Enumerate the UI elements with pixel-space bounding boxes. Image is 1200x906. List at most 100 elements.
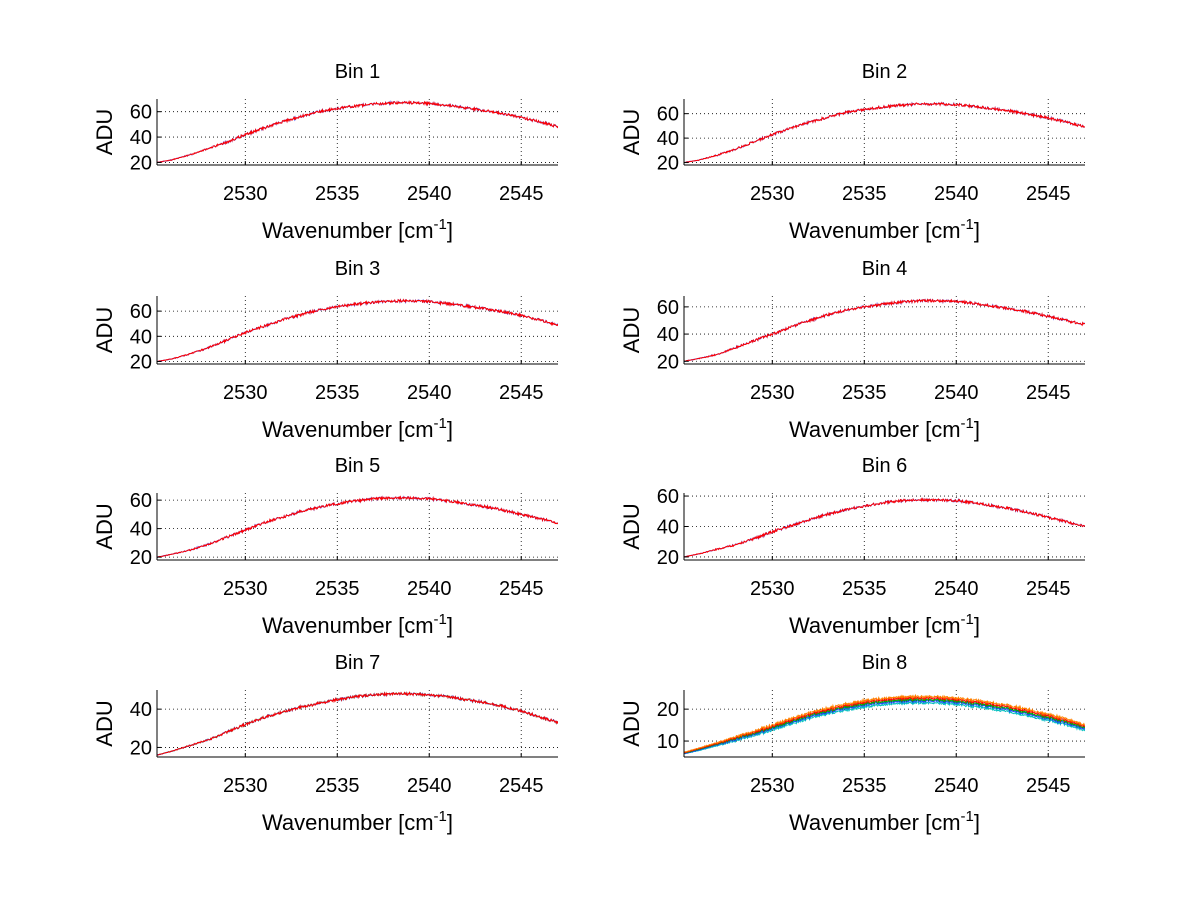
x-axis-label: Wavenumber [cm-1] — [789, 611, 980, 638]
y-tick-label: 40 — [130, 519, 152, 541]
y-tick-label: 40 — [657, 128, 679, 150]
x-tick-label: 2540 — [407, 183, 452, 205]
x-tick-label: 2540 — [407, 382, 452, 404]
x-tick-label: 2530 — [750, 578, 795, 600]
x-axis-label-text: Wavenumber [cm — [262, 810, 434, 835]
x-axis-label: Wavenumber [cm-1] — [789, 415, 980, 442]
y-tick-label: 40 — [130, 127, 152, 149]
x-axis-label-suffix: ] — [447, 417, 453, 442]
x-axis-label-text: Wavenumber [cm — [789, 218, 961, 243]
x-tick-label: 2545 — [499, 382, 544, 404]
x-axis-label-superscript: -1 — [961, 611, 974, 628]
x-axis-label-text: Wavenumber [cm — [789, 417, 961, 442]
x-axis-label-superscript: -1 — [434, 216, 447, 233]
x-axis-label-superscript: -1 — [434, 415, 447, 432]
series-line-green — [684, 697, 1085, 754]
series-line-red — [157, 298, 558, 363]
x-axis-label-superscript: -1 — [434, 808, 447, 825]
x-axis-label: Wavenumber [cm-1] — [789, 216, 980, 243]
subplot-title: Bin 2 — [862, 61, 908, 83]
series-line-red — [157, 495, 558, 558]
x-axis-label: Wavenumber [cm-1] — [262, 415, 453, 442]
x-axis-label-superscript: -1 — [961, 808, 974, 825]
y-tick-label: 20 — [657, 699, 679, 721]
y-axis-label: ADU — [619, 700, 644, 746]
series-line-blue — [157, 495, 558, 558]
subplot-title: Bin 8 — [862, 652, 908, 674]
x-axis-label-text: Wavenumber [cm — [262, 613, 434, 638]
x-tick-label: 2530 — [750, 775, 795, 797]
x-tick-label: 2530 — [223, 183, 268, 205]
subplot-title: Bin 4 — [862, 258, 908, 280]
x-axis-label-suffix: ] — [447, 613, 453, 638]
x-tick-label: 2530 — [223, 775, 268, 797]
y-tick-label: 60 — [130, 490, 152, 512]
x-tick-label: 2535 — [842, 578, 887, 600]
x-tick-label: 2540 — [407, 775, 452, 797]
y-tick-label: 20 — [130, 351, 152, 373]
series-group — [684, 298, 1085, 362]
x-tick-label: 2540 — [934, 382, 979, 404]
series-group — [157, 100, 558, 164]
x-tick-label: 2540 — [934, 578, 979, 600]
series-group — [684, 693, 1085, 755]
x-axis-label-text: Wavenumber [cm — [262, 218, 434, 243]
x-tick-label: 2545 — [1026, 382, 1071, 404]
y-tick-label: 20 — [130, 152, 152, 174]
y-axis-label: ADU — [92, 503, 117, 549]
x-axis-label-suffix: ] — [447, 218, 453, 243]
y-axis-label: ADU — [619, 503, 644, 549]
series-group — [684, 101, 1085, 164]
subplot-title: Bin 3 — [335, 258, 381, 280]
subplot-bin-5: 2530 2535 2540 2545 20 40 60 Bin 5 Wavenumber [c… — [92, 455, 558, 638]
series-line-green — [157, 691, 558, 756]
y-axis-label: ADU — [619, 109, 644, 155]
x-axis-label-superscript: -1 — [434, 611, 447, 628]
y-tick-label: 40 — [657, 517, 679, 539]
y-axis-label: ADU — [619, 307, 644, 353]
x-tick-label: 2535 — [842, 183, 887, 205]
series-line-red — [684, 695, 1085, 754]
x-axis-label: Wavenumber [cm-1] — [789, 808, 980, 835]
series-line-blue — [157, 298, 558, 363]
x-tick-label: 2545 — [499, 183, 544, 205]
x-tick-label: 2530 — [223, 382, 268, 404]
subplot-bin-7: 2530 2535 2540 2545 20 40 Bin 7 Wavenumber [cm-… — [92, 652, 558, 835]
x-tick-label: 2545 — [1026, 775, 1071, 797]
x-axis-label-suffix: ] — [974, 613, 980, 638]
y-tick-label: 40 — [657, 324, 679, 346]
y-tick-label: 40 — [130, 699, 152, 721]
x-axis-label-suffix: ] — [974, 810, 980, 835]
x-tick-label: 2540 — [407, 578, 452, 600]
subplot-bin-3: 2530 2535 2540 2545 20 40 60 Bin 3 Wavenumber [c… — [92, 258, 558, 442]
subplot-title: Bin 7 — [335, 652, 381, 674]
y-tick-label: 60 — [130, 301, 152, 323]
y-tick-label: 60 — [657, 297, 679, 319]
subplot-title: Bin 1 — [335, 61, 381, 83]
x-tick-label: 2545 — [1026, 578, 1071, 600]
x-tick-label: 2545 — [499, 578, 544, 600]
series-line-red — [684, 298, 1085, 362]
series-line-red — [157, 100, 558, 163]
subplot-bin-1: 2530 2535 2540 2545 20 40 60 Bin 1 Wavenumber [c… — [92, 61, 558, 243]
series-line-cyan — [684, 700, 1085, 755]
series-line-blue — [157, 100, 558, 164]
x-tick-label: 2545 — [499, 775, 544, 797]
x-tick-label: 2530 — [223, 578, 268, 600]
x-axis-label-suffix: ] — [974, 417, 980, 442]
x-axis-label-suffix: ] — [447, 810, 453, 835]
x-tick-label: 2535 — [842, 382, 887, 404]
x-tick-label: 2545 — [1026, 183, 1071, 205]
x-axis-label: Wavenumber [cm-1] — [262, 611, 453, 638]
x-axis-label-text: Wavenumber [cm — [789, 613, 961, 638]
x-tick-label: 2530 — [750, 382, 795, 404]
series-line-red — [684, 497, 1085, 558]
y-axis-label: ADU — [92, 700, 117, 746]
series-line-blue — [684, 698, 1085, 755]
subplot-bin-6: 2530 2535 2540 2545 20 40 60 Bin 6 Wavenumber [c… — [619, 455, 1085, 638]
series-line-red — [157, 691, 558, 756]
subplot-bin-8: 2530 2535 2540 2545 10 20 Bin 8 Wavenumber [cm-… — [619, 652, 1085, 835]
x-axis-label-text: Wavenumber [cm — [789, 810, 961, 835]
